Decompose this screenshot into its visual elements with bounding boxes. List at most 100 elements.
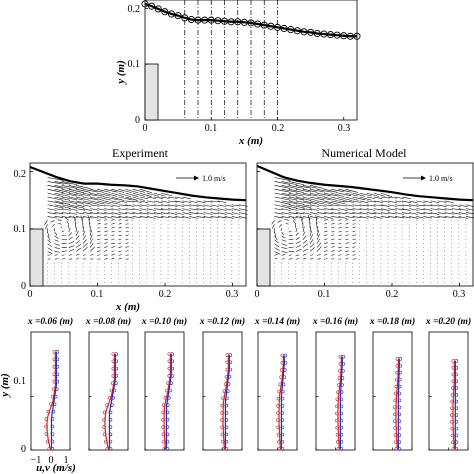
experiment-arrow-460 xyxy=(174,258,176,260)
numerical-arrow-497 xyxy=(415,278,417,280)
experiment-arrow-590 xyxy=(217,274,218,276)
profile-u-point-5-2 xyxy=(336,440,340,444)
profile-u-point-2-8 xyxy=(161,417,165,422)
experiment-arrow-579 xyxy=(210,231,211,233)
numerical-arrow-397 xyxy=(380,219,382,221)
numerical-arrow-480 xyxy=(408,258,410,260)
numerical-surface xyxy=(256,164,474,202)
experiment-arrow-297 xyxy=(125,230,129,233)
numerical-arrow-97 xyxy=(292,220,297,225)
experiment-arrow-624 xyxy=(224,227,226,229)
numerical-arrow-42 xyxy=(280,228,282,232)
numerical-arrow-429 xyxy=(394,278,396,280)
experiment-arrow-17 xyxy=(47,216,57,219)
numerical-surface-line xyxy=(256,164,474,202)
experiment-arrow-615 xyxy=(224,262,226,264)
numerical-arrow-481 xyxy=(408,254,410,256)
experiment-arrow-194 xyxy=(97,242,101,244)
experiment-arrow-272 xyxy=(118,230,122,233)
numerical-arrow-555 xyxy=(430,223,431,225)
profile-u-point-5-10 xyxy=(335,411,339,416)
numerical-arrow-162 xyxy=(316,274,318,276)
numerical-arrow-1 xyxy=(274,278,275,280)
profile-v-point-2-14 xyxy=(167,396,171,400)
numerical-arrow-554 xyxy=(430,227,431,229)
experiment-arrow-111 xyxy=(75,270,77,272)
numerical-arrow-271 xyxy=(345,238,349,241)
experiment-arrow-456 xyxy=(174,274,176,276)
numerical-arrow-163 xyxy=(316,270,318,272)
numerical-arrow-8 xyxy=(274,251,281,255)
numerical-arrow-84 xyxy=(295,274,297,276)
numerical-arrow-379 xyxy=(373,196,383,199)
numerical-arrow-38 xyxy=(281,243,288,246)
experiment-arrow-563 xyxy=(203,208,212,211)
numerical-arrow-605 xyxy=(444,200,454,204)
experiment-arrow-103 xyxy=(68,200,84,204)
numerical-arrow-524 xyxy=(423,258,424,260)
experiment-arrow-265 xyxy=(118,257,122,260)
profile-v-point-0-2 xyxy=(50,439,55,444)
top-data-point-2 xyxy=(154,5,162,13)
numerical-arrow-371 xyxy=(373,227,375,229)
numerical-arrow-523 xyxy=(423,262,424,264)
experiment-arrow-568 xyxy=(210,274,211,276)
experiment-arrow-284 xyxy=(125,282,126,283)
numerical-arrow-494 xyxy=(409,204,419,207)
experiment-arrow-18 xyxy=(47,212,57,215)
numerical-arrow-154 xyxy=(309,204,319,207)
experiment-arrow-455 xyxy=(174,278,176,280)
profiles-y-tick-0: 0 xyxy=(21,444,26,455)
numerical-arrow-321 xyxy=(359,235,360,237)
experiment-arrow-464 xyxy=(174,243,176,245)
numerical-arrow-612 xyxy=(451,258,453,260)
numerical-arrow-512 xyxy=(415,219,417,221)
numerical-arrow-150 xyxy=(307,214,311,221)
experiment-arrow-307 xyxy=(125,192,139,198)
experiment-arrow-126 xyxy=(75,212,85,215)
numerical-arrow-564 xyxy=(437,274,438,276)
numerical-arrow-384 xyxy=(380,270,382,272)
experiment-arrow-236 xyxy=(110,274,112,276)
profile-v-point-1-4 xyxy=(108,432,113,437)
experiment-arrow-153 xyxy=(82,208,92,211)
experiment-arrow-183 xyxy=(90,188,105,193)
numerical-arrow-639 xyxy=(458,235,460,237)
numerical-arrow-104 xyxy=(295,196,312,201)
numerical-arrow-409 xyxy=(387,266,389,268)
numerical-arrow-414 xyxy=(387,247,389,248)
numerical-arrow-432 xyxy=(394,266,396,268)
experiment-arrow-26 xyxy=(47,181,64,185)
numerical-arrow-85 xyxy=(295,270,297,272)
numerical-arrow-450 xyxy=(394,196,404,199)
numerical-arrow-206 xyxy=(324,200,339,205)
experiment-arrow-589 xyxy=(217,278,218,280)
experiment-arrow-654 xyxy=(238,274,240,276)
numerical-arrow-230 xyxy=(331,204,340,207)
profile-u-point-1-2 xyxy=(104,439,108,444)
numerical-arrow-26 xyxy=(274,181,291,185)
experiment-arrow-594 xyxy=(217,258,218,260)
top-data-point-6 xyxy=(181,14,189,22)
profile-u-point-4-8 xyxy=(276,418,280,423)
numerical-arrow-359 xyxy=(373,274,375,276)
experiment-arrow-59 xyxy=(61,266,63,268)
experiment-vector-chart: Experiment 1.0 m/s 0 0.1 0.2 0 0.1 0.2 0… xyxy=(14,146,248,300)
experiment-arrow-53 xyxy=(54,185,71,190)
numerical-arrow-518 xyxy=(423,282,424,283)
experiment-arrow-480 xyxy=(181,270,183,272)
numerical-arrow-576 xyxy=(437,227,438,229)
numerical-arrow-636 xyxy=(458,247,460,248)
numerical-arrow-550 xyxy=(430,243,431,245)
numerical-arrow-194 xyxy=(324,246,328,248)
experiment-arrow-60 xyxy=(61,262,63,264)
profile-u-point-7-12 xyxy=(450,406,454,411)
experiment-arrow-132 xyxy=(75,188,91,193)
experiment-arrow-137 xyxy=(82,270,84,272)
experiment-arrow-134 xyxy=(82,282,84,283)
experiment-arrow-263 xyxy=(118,266,119,268)
experiment-arrow-468 xyxy=(174,227,176,229)
numerical-arrow-585 xyxy=(444,278,445,280)
experiment-arrow-257 xyxy=(111,192,125,197)
numerical-arrow-67 xyxy=(288,235,293,237)
